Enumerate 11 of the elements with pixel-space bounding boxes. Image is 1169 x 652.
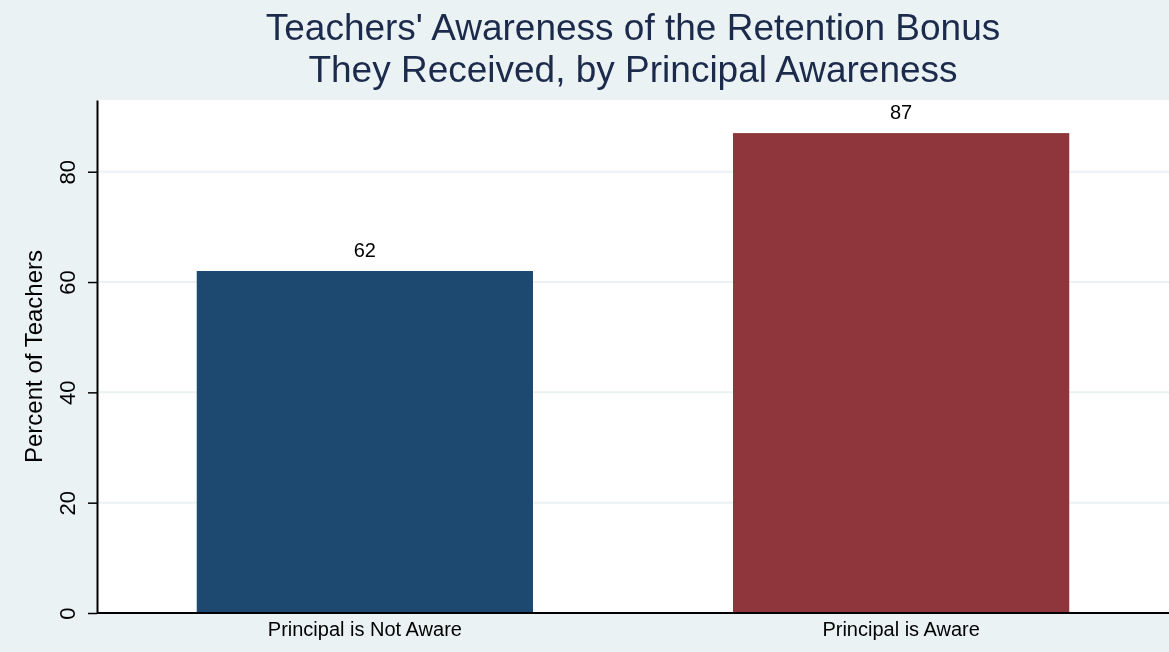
y-tick-label: 20 [55,490,80,516]
data-label: 87 [890,101,913,124]
y-tick-label: 80 [55,159,80,185]
y-axis-title: Percent of Teachers [20,249,47,464]
data-label: 62 [353,239,376,261]
chart-title: Teachers' Awareness of the Retention Bonus They Received, by Principal Awareness [265,7,1001,90]
x-tick-label: Principal is Not Aware [267,618,462,641]
y-tick-label: 40 [55,380,80,406]
y-tick-label: 0 [55,607,80,620]
y-tick-label: 60 [55,270,80,295]
x-tick-label: Principal is Aware [822,618,980,641]
